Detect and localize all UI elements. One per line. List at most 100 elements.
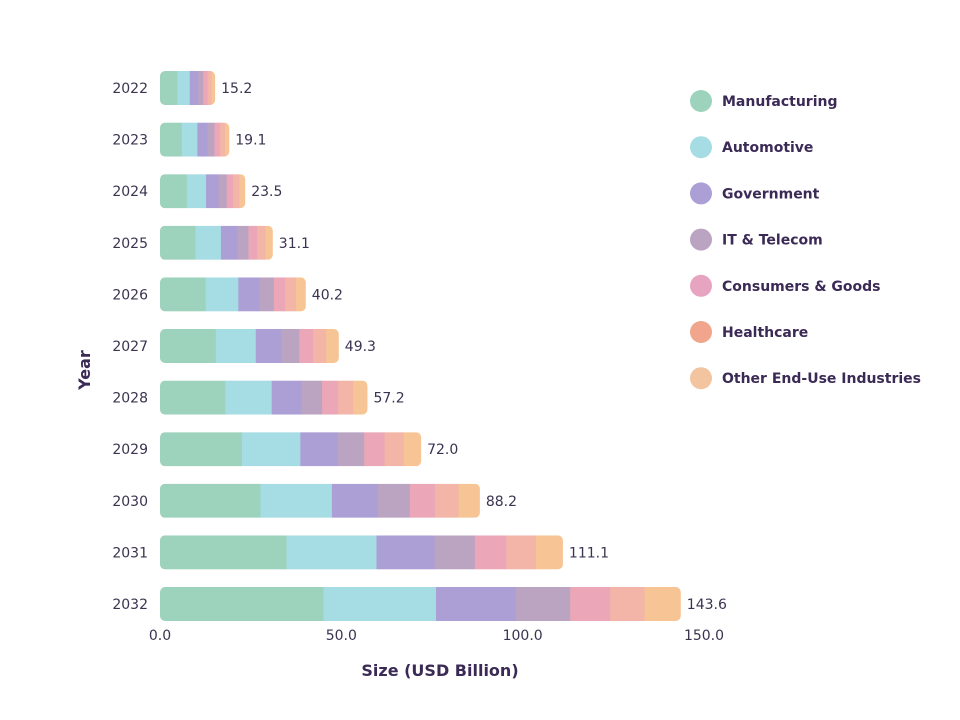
bar-segment-2024-government	[206, 174, 219, 209]
bar-segment-2022-government	[189, 71, 199, 105]
year-label-2024: 2024	[112, 184, 148, 200]
bar-segment-2024-healthcare	[233, 174, 240, 209]
x-tick-0: 0.0	[149, 628, 171, 644]
legend-label-6: Other End-Use Industries	[722, 371, 921, 387]
bar-segment-2031-automotive	[286, 535, 377, 570]
bar-segment-2026-healthcare	[285, 277, 297, 312]
bar-group-2024	[160, 174, 246, 209]
bar-segment-2031-healthcare	[506, 535, 537, 570]
bar-segment-2026-manufacturing	[160, 277, 207, 312]
legend-label-4: Consumers & Goods	[722, 279, 881, 295]
bars-layer	[160, 71, 681, 621]
legend-swatch-3	[690, 228, 712, 251]
year-label-2023: 2023	[112, 133, 148, 149]
bar-segment-2025-consumers-goods	[248, 225, 258, 260]
bar-segment-2026-it-telecom	[259, 277, 275, 312]
legend-label-3: IT & Telecom	[722, 233, 823, 249]
x-tick-1: 50.0	[326, 628, 357, 644]
bar-segment-2032-healthcare	[610, 587, 645, 621]
bar-segment-2029-consumers-goods	[364, 432, 385, 467]
total-label-2026: 40.2	[312, 287, 343, 303]
bar-group-2027	[160, 329, 339, 363]
bar-segment-2030-manufacturing	[160, 483, 261, 518]
total-label-2029: 72.0	[427, 442, 458, 458]
bar-segment-2028-other-end-use-industries	[353, 380, 368, 415]
bar-segment-2029-it-telecom	[338, 432, 365, 467]
bar-segment-2022-consumers-goods	[203, 71, 208, 105]
bar-segment-2031-consumers-goods	[474, 535, 507, 570]
bar-segment-2025-manufacturing	[160, 225, 196, 260]
year-label-2031: 2031	[112, 545, 148, 561]
bar-segment-2028-manufacturing	[160, 380, 226, 415]
year-tick-labels: 2022 2023 2024 2025 2026 2027 2028 2029 2030 2031…	[112, 81, 148, 613]
bar-segment-2032-automotive	[323, 587, 437, 621]
bar-segment-2022-healthcare	[207, 71, 212, 105]
year-label-2032: 2032	[112, 597, 148, 613]
year-label-2028: 2028	[112, 391, 148, 407]
total-label-2022: 15.2	[221, 81, 252, 97]
year-label-2025: 2025	[112, 236, 148, 252]
bar-segment-2032-consumers-goods	[570, 587, 611, 621]
bar-segment-2031-manufacturing	[160, 535, 287, 570]
bar-segment-2023-government	[197, 122, 208, 157]
bar-segment-2029-automotive	[241, 432, 301, 467]
bar-segment-2025-automotive	[195, 225, 222, 260]
bar-segment-2025-it-telecom	[237, 225, 249, 260]
bar-segment-2032-other-end-use-industries	[644, 587, 681, 621]
bar-group-2025	[160, 225, 273, 260]
bar-group-2022	[160, 71, 216, 105]
bar-segment-2031-it-telecom	[434, 535, 476, 570]
legend-swatch-4	[690, 274, 712, 297]
legend-label-0: Manufacturing	[722, 94, 838, 110]
year-label-2030: 2030	[112, 494, 148, 510]
bar-segment-2027-manufacturing	[160, 329, 217, 363]
bar-group-2028	[160, 380, 368, 415]
bar-segment-2023-other-end-use-industries	[224, 122, 230, 157]
legend-swatch-5	[690, 321, 712, 343]
bar-segment-2029-government	[300, 432, 339, 467]
total-label-2025: 31.1	[279, 236, 310, 252]
bar-total-labels: 15.2 19.1 23.5 31.1 40.2 49.3 57.2 72.0 88.2 111.…	[221, 81, 727, 613]
bar-segment-2024-other-end-use-industries	[239, 174, 246, 209]
bar-segment-2026-automotive	[205, 277, 239, 312]
legend-swatch-2	[690, 182, 712, 205]
total-label-2024: 23.5	[251, 184, 282, 200]
bar-group-2030	[160, 483, 480, 518]
legend-swatch-0	[690, 90, 712, 112]
bar-segment-2030-automotive	[260, 483, 333, 518]
bar-segment-2030-healthcare	[434, 483, 459, 518]
bar-segment-2025-healthcare	[257, 225, 266, 260]
total-label-2030: 88.2	[486, 494, 517, 510]
bar-segment-2030-other-end-use-industries	[458, 483, 480, 518]
year-label-2022: 2022	[112, 81, 148, 97]
bar-segment-2024-it-telecom	[218, 174, 228, 209]
bar-segment-2027-other-end-use-industries	[326, 329, 339, 363]
bar-segment-2022-manufacturing	[160, 71, 178, 105]
bar-segment-2025-other-end-use-industries	[265, 225, 273, 260]
bar-segment-2026-consumers-goods	[273, 277, 286, 312]
legend-label-1: Automotive	[722, 140, 813, 156]
bar-segment-2022-automotive	[177, 71, 191, 105]
x-tick-3: 150.0	[684, 628, 724, 644]
bar-segment-2032-government	[435, 587, 517, 621]
bar-segment-2028-it-telecom	[301, 380, 323, 415]
bar-segment-2032-manufacturing	[160, 587, 324, 621]
total-label-2028: 57.2	[373, 391, 404, 407]
bar-segment-2022-other-end-use-industries	[211, 71, 216, 105]
bar-group-2023	[160, 122, 230, 157]
bar-segment-2027-government	[255, 329, 282, 363]
bar-segment-2031-other-end-use-industries	[536, 535, 563, 570]
legend-swatch-6	[690, 367, 712, 390]
bar-segment-2032-it-telecom	[515, 587, 571, 621]
bar-group-2029	[160, 432, 422, 467]
x-tick-labels: 0.0 50.0 100.0 150.0	[149, 628, 724, 644]
bar-segment-2029-manufacturing	[160, 432, 243, 467]
bar-segment-2023-manufacturing	[160, 122, 183, 157]
bar-segment-2028-automotive	[225, 380, 273, 415]
bar-segment-2027-consumers-goods	[299, 329, 314, 363]
bar-segment-2026-other-end-use-industries	[296, 277, 306, 312]
x-axis-title: Size (USD Billion)	[361, 661, 518, 680]
bar-segment-2023-consumers-goods	[214, 122, 221, 157]
total-label-2027: 49.3	[345, 339, 376, 355]
